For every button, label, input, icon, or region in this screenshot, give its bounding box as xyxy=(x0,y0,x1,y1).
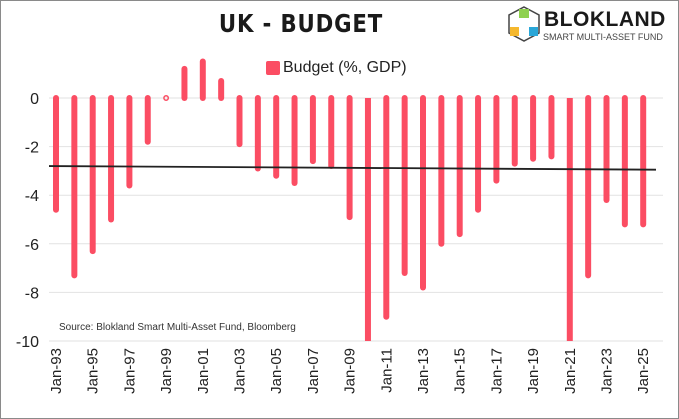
x-tick-label: Jan-25 xyxy=(635,348,652,394)
x-tick-label: Jan-23 xyxy=(599,348,616,394)
y-tick-label: -10 xyxy=(16,334,39,351)
logo-brand: BLOKLAND xyxy=(544,8,666,31)
x-tick-label: Jan-17 xyxy=(488,348,505,394)
x-tick-label: Jan-13 xyxy=(415,348,432,394)
source-note: Source: Blokland Smart Multi-Asset Fund,… xyxy=(59,322,296,333)
x-tick-label: Jan-99 xyxy=(158,348,175,394)
x-tick-label: Jan-09 xyxy=(342,348,359,394)
x-tick-label: Jan-01 xyxy=(195,348,212,394)
y-tick-label: -6 xyxy=(25,237,39,254)
y-tick-label: -8 xyxy=(25,285,39,302)
legend: Budget (%, GDP) xyxy=(266,59,407,77)
x-tick-label: Jan-19 xyxy=(525,348,542,394)
chart-title: UK - BUDGET xyxy=(218,9,384,38)
legend-label: Budget (%, GDP) xyxy=(283,59,407,76)
x-tick-label: Jan-05 xyxy=(268,348,285,394)
x-tick-label: Jan-11 xyxy=(378,348,395,393)
y-tick-label: -2 xyxy=(25,140,39,157)
x-tick-label: Jan-95 xyxy=(85,348,102,394)
x-tick-label: Jan-03 xyxy=(232,348,249,394)
logo: BLOKLAND SMART MULTI-ASSET FUND xyxy=(506,5,678,49)
trend-line xyxy=(48,165,657,171)
bar xyxy=(163,95,170,101)
x-tick-label: Jan-93 xyxy=(48,348,65,394)
x-tick-label: Jan-15 xyxy=(452,348,469,394)
cube-logo-icon xyxy=(508,6,540,42)
x-tick-label: Jan-97 xyxy=(121,348,138,394)
y-tick-label: -4 xyxy=(25,188,39,205)
x-tick-label: Jan-07 xyxy=(305,348,322,394)
legend-swatch xyxy=(266,61,280,75)
logo-subtitle: SMART MULTI-ASSET FUND xyxy=(543,32,663,42)
x-tick-label: Jan-21 xyxy=(562,348,579,394)
y-tick-label: 0 xyxy=(30,91,39,108)
